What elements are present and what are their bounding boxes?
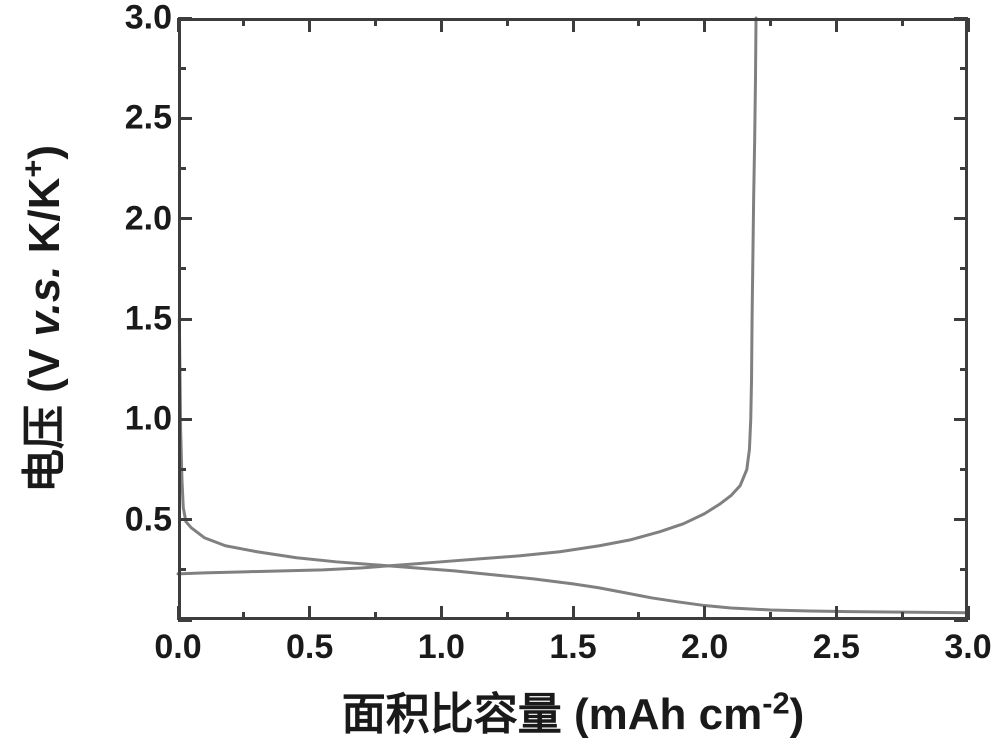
tick	[703, 606, 706, 620]
tick	[960, 67, 968, 70]
y-axis-title-cn: 电压	[20, 405, 69, 493]
tick	[954, 17, 968, 20]
tick	[178, 267, 186, 270]
tick	[572, 18, 575, 32]
x-axis-title: 面积比容量 (mAh cm-2)	[178, 678, 968, 742]
series-discharge	[179, 319, 968, 613]
tick	[960, 368, 968, 371]
line-curves	[178, 18, 968, 620]
y-axis-unit-prefix: (V	[20, 337, 69, 393]
tick	[178, 518, 192, 521]
x-axis-unit-suffix: )	[790, 690, 805, 739]
tick	[954, 318, 968, 321]
tick	[901, 18, 904, 26]
tick	[835, 18, 838, 32]
y-axis-vs: v.s.	[20, 266, 69, 337]
plot-area	[178, 18, 968, 620]
tick	[440, 606, 443, 620]
tick	[769, 18, 772, 26]
tick	[178, 17, 192, 20]
tick	[308, 18, 311, 32]
tick	[960, 468, 968, 471]
x-axis-unit-exp: -2	[762, 685, 789, 720]
tick	[178, 418, 192, 421]
tick	[178, 117, 192, 120]
series-charge	[178, 18, 756, 574]
x-tick-label: 3.0	[944, 628, 991, 667]
y-axis-title: 电压 (V v.s. K/K+)	[12, 18, 68, 620]
tick	[960, 568, 968, 571]
y-axis-unit-exp: +	[15, 160, 50, 178]
tick	[960, 267, 968, 270]
x-tick-label: 1.0	[418, 628, 465, 667]
tick	[374, 612, 377, 620]
y-tick-label: 1.5	[125, 300, 172, 339]
tick	[374, 18, 377, 26]
tick	[967, 18, 970, 32]
x-tick-label: 2.0	[681, 628, 728, 667]
tick	[178, 318, 192, 321]
tick	[954, 418, 968, 421]
tick	[308, 606, 311, 620]
x-axis-title-cn: 面积比容量	[342, 690, 562, 739]
tick	[637, 612, 640, 620]
x-tick-label: 1.5	[549, 628, 596, 667]
tick	[178, 568, 186, 571]
tick	[440, 18, 443, 32]
y-tick-label: 2.5	[125, 99, 172, 138]
x-tick-label: 2.5	[813, 628, 860, 667]
tick	[637, 18, 640, 26]
tick	[901, 612, 904, 620]
y-tick-label: 1.0	[125, 400, 172, 439]
tick	[178, 217, 192, 220]
tick	[954, 217, 968, 220]
x-tick-label: 0.5	[286, 628, 333, 667]
tick	[954, 117, 968, 120]
y-tick-label: 2.0	[125, 199, 172, 238]
tick	[954, 518, 968, 521]
tick	[835, 606, 838, 620]
tick	[572, 606, 575, 620]
x-axis-unit-prefix: (mAh cm	[574, 690, 762, 739]
tick	[769, 612, 772, 620]
y-axis-unit-suffix: )	[20, 145, 69, 160]
tick	[703, 18, 706, 32]
tick	[178, 67, 186, 70]
tick	[960, 167, 968, 170]
x-tick-label: 0.0	[154, 628, 201, 667]
y-tick-label: 0.5	[125, 500, 172, 539]
y-axis-unit-mid: K/K	[20, 178, 69, 266]
tick	[954, 619, 968, 622]
voltage-capacity-chart: 0.00.51.01.52.02.53.00.51.01.52.02.53.0 …	[10, 10, 990, 739]
tick	[178, 167, 186, 170]
tick	[242, 18, 245, 26]
y-tick-label: 3.0	[125, 0, 172, 38]
tick	[178, 368, 186, 371]
tick	[242, 612, 245, 620]
tick	[178, 619, 192, 622]
tick	[506, 18, 509, 26]
tick	[177, 18, 180, 32]
tick	[178, 468, 186, 471]
tick	[506, 612, 509, 620]
